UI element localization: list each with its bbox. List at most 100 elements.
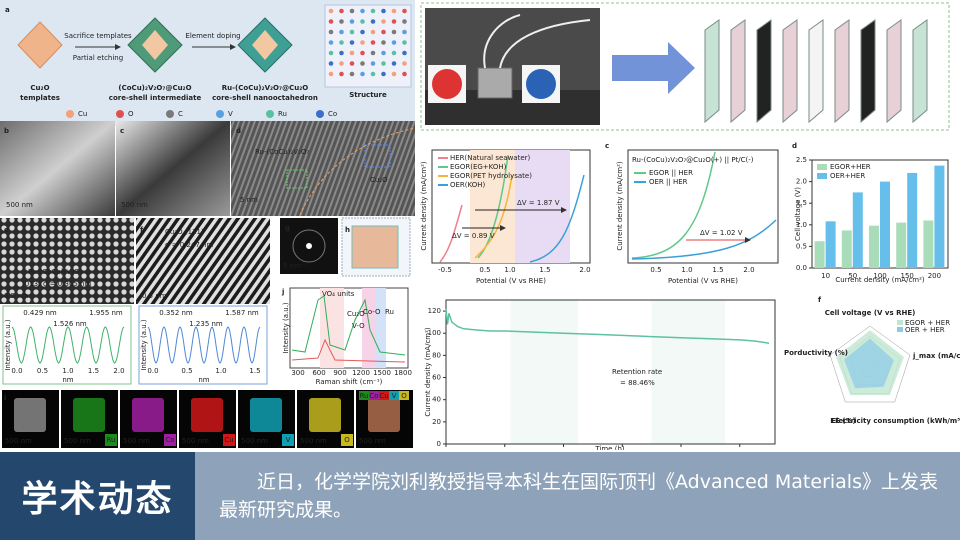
y-tick-label: 20 xyxy=(432,418,441,426)
annotation: ΔV = 1.02 V xyxy=(700,229,743,237)
y-tick-label: 1.0 xyxy=(796,221,807,229)
annotation: Retention rate xyxy=(612,368,662,376)
element-dot xyxy=(266,110,274,118)
panel-label: e xyxy=(4,226,9,234)
element-label: Ru xyxy=(278,110,287,118)
x-tick-label: -0.5 xyxy=(438,266,452,274)
radar-axis-label: Porductivity (%) xyxy=(784,349,848,357)
bar-chart xyxy=(809,159,949,269)
axis-label: Current density (mA/cm²) xyxy=(424,327,432,417)
hrtem-image xyxy=(231,121,415,216)
axis-label: Potential (V vs RHE) xyxy=(476,277,546,285)
distance-label: 1.587 nm xyxy=(225,309,259,317)
scale-bar: 500 nm xyxy=(5,437,32,445)
bar xyxy=(934,165,945,268)
scale-bar: 500 nm xyxy=(123,437,150,445)
scale-bar: 500 nm xyxy=(182,437,209,445)
photo-logo xyxy=(526,69,556,99)
atom xyxy=(349,61,355,66)
y-tick-label: 40 xyxy=(432,396,441,404)
panel-label: b xyxy=(4,127,9,135)
x-tick-label: 300 xyxy=(291,369,304,377)
scale-bar: 5 nm⁻¹ xyxy=(283,262,308,270)
legend-label: EGOR+HER xyxy=(830,163,871,171)
distance-label: 1.955 nm xyxy=(89,309,123,317)
roi-box xyxy=(364,144,391,168)
step-label: Partial etching xyxy=(73,54,123,62)
element-tag xyxy=(369,391,379,400)
axis-label: Current density (mA/cm²) xyxy=(835,276,925,284)
map-particle xyxy=(368,398,400,432)
axis-label: nm xyxy=(198,376,209,384)
phase-label: Ru-(CoCu)₂V₂O₇ xyxy=(255,148,309,156)
atom xyxy=(339,40,344,45)
x-tick-label: 100 xyxy=(733,449,746,450)
element-tag-label: V xyxy=(392,392,397,400)
atom xyxy=(328,71,334,77)
panel-label: d xyxy=(236,127,241,135)
map-particle xyxy=(309,398,341,432)
scale-bar: 500 nm xyxy=(64,437,91,445)
radar-axis-label: FE (%) xyxy=(830,417,855,425)
atom xyxy=(339,29,344,35)
x-tick-label: 0.5 xyxy=(479,266,490,274)
atom xyxy=(391,40,397,45)
profile-curve xyxy=(147,326,261,364)
profile-curve xyxy=(11,326,125,364)
legend-label: EGOR || HER xyxy=(649,169,693,177)
x-tick-label: 1.5 xyxy=(712,266,723,274)
map-particle xyxy=(132,398,164,432)
stage-label: core-shell intermediate xyxy=(109,94,202,102)
x-tick-label: 1.5 xyxy=(249,367,260,375)
axis-label: Potential (V vs RHE) xyxy=(668,277,738,285)
bar xyxy=(880,181,890,268)
element-tag xyxy=(341,434,353,446)
step-label: Sacrifice templates xyxy=(64,32,132,40)
tem-image xyxy=(116,121,230,216)
x-tick-label: 0.5 xyxy=(650,266,661,274)
element-tag-label: Ru xyxy=(360,392,369,400)
atom xyxy=(402,19,407,24)
scale-bar: 500 nm xyxy=(241,437,268,445)
peak-label: V-O xyxy=(352,322,365,330)
banner-text: 近日，化学学院刘利教授指导本科生在国际顶刊《Advanced Materials… xyxy=(195,452,960,540)
map-particle xyxy=(73,398,105,432)
atom xyxy=(370,61,376,66)
plate xyxy=(730,19,746,124)
panel-label: c xyxy=(120,127,124,135)
fft-lattice-e xyxy=(0,218,134,304)
atom xyxy=(328,29,334,35)
axis-label: Time (h) xyxy=(594,445,625,450)
atom xyxy=(381,61,386,66)
legend-swatch xyxy=(897,327,903,332)
x-tick-label: 1.0 xyxy=(681,266,692,274)
y-tick-label: 80 xyxy=(432,351,441,359)
y-tick-label: 0.5 xyxy=(796,242,807,250)
atom xyxy=(402,29,407,35)
x-tick-label: 20 xyxy=(500,449,509,450)
axis-label: Cell voltage (V) xyxy=(794,187,802,241)
photo-logo xyxy=(432,69,462,99)
panel-label: d xyxy=(792,142,797,150)
atom xyxy=(402,61,407,66)
element-tag xyxy=(389,391,399,400)
scale-bar: 500 nm xyxy=(6,201,33,209)
peak-label: Co-O xyxy=(363,308,381,316)
peak-label: VO₄ units xyxy=(322,290,355,298)
axis-label: Intensity (a.u.) xyxy=(4,319,12,371)
plate xyxy=(756,19,772,124)
figure: a Sacrifice templates Partial etching Eleme… xyxy=(0,0,960,450)
lsv-band xyxy=(470,150,515,263)
x-tick-label: 50 xyxy=(848,272,857,280)
x-tick-label: 0.0 xyxy=(147,367,158,375)
photo-cell xyxy=(477,67,513,99)
raman-curve xyxy=(291,338,406,363)
map-particle xyxy=(250,398,282,432)
raman-curve xyxy=(291,295,406,356)
lsv-curve xyxy=(631,219,777,260)
lsv-curve xyxy=(631,151,716,259)
x-tick-label: 1.0 xyxy=(62,367,73,375)
bg-band xyxy=(651,300,726,444)
structure-lattice xyxy=(328,8,407,77)
octahedron xyxy=(17,21,63,69)
